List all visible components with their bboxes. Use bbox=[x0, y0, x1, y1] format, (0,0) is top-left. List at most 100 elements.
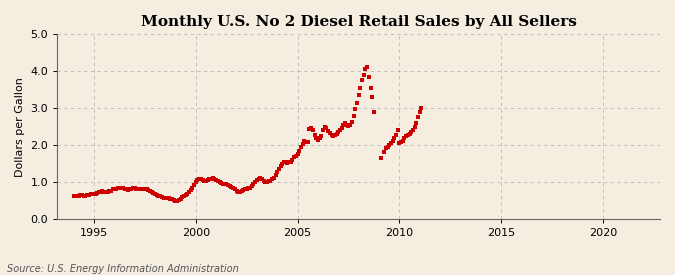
Point bbox=[299, 139, 310, 144]
Point bbox=[77, 193, 88, 197]
Point bbox=[331, 132, 342, 136]
Point bbox=[109, 186, 119, 191]
Point bbox=[104, 189, 115, 194]
Point bbox=[144, 188, 155, 193]
Point bbox=[78, 194, 89, 198]
Point bbox=[411, 121, 422, 125]
Point bbox=[302, 140, 313, 144]
Point bbox=[290, 154, 301, 158]
Point bbox=[170, 198, 181, 203]
Point bbox=[119, 186, 130, 191]
Point bbox=[233, 190, 244, 194]
Point bbox=[252, 178, 263, 182]
Point bbox=[241, 186, 252, 191]
Point bbox=[186, 188, 196, 192]
Point bbox=[99, 190, 109, 194]
Point bbox=[338, 123, 349, 127]
Point bbox=[128, 186, 138, 190]
Point bbox=[102, 190, 113, 194]
Point bbox=[133, 186, 144, 191]
Point bbox=[136, 186, 147, 191]
Point bbox=[292, 152, 303, 156]
Point bbox=[85, 192, 96, 196]
Point bbox=[304, 127, 315, 131]
Point bbox=[153, 194, 164, 198]
Point bbox=[356, 78, 367, 83]
Point bbox=[307, 127, 318, 132]
Point bbox=[178, 194, 189, 198]
Point bbox=[367, 95, 377, 99]
Point bbox=[238, 188, 248, 192]
Point bbox=[387, 139, 398, 144]
Point bbox=[155, 194, 165, 199]
Point bbox=[182, 192, 192, 196]
Point bbox=[385, 141, 396, 145]
Point bbox=[187, 185, 198, 190]
Point bbox=[97, 189, 108, 194]
Point bbox=[335, 128, 346, 133]
Point bbox=[105, 188, 116, 193]
Point bbox=[115, 185, 126, 190]
Point bbox=[404, 132, 415, 136]
Point bbox=[138, 186, 148, 191]
Point bbox=[88, 192, 99, 196]
Point bbox=[94, 190, 105, 195]
Point bbox=[163, 196, 174, 200]
Point bbox=[406, 130, 416, 134]
Point bbox=[355, 86, 366, 90]
Point bbox=[277, 161, 288, 166]
Point bbox=[329, 133, 340, 137]
Point bbox=[236, 189, 247, 193]
Point bbox=[316, 134, 327, 138]
Point bbox=[384, 143, 395, 147]
Point bbox=[240, 187, 250, 192]
Point bbox=[75, 193, 86, 197]
Point bbox=[146, 189, 157, 194]
Point bbox=[363, 75, 374, 79]
Point bbox=[189, 183, 200, 187]
Point bbox=[315, 136, 325, 141]
Point bbox=[259, 179, 269, 183]
Point bbox=[143, 188, 154, 192]
Point bbox=[161, 196, 172, 200]
Point bbox=[111, 186, 122, 191]
Point bbox=[121, 187, 132, 192]
Point bbox=[391, 133, 402, 137]
Point bbox=[328, 134, 339, 138]
Point bbox=[131, 186, 142, 191]
Point bbox=[72, 194, 82, 198]
Point bbox=[130, 186, 140, 191]
Point bbox=[175, 196, 186, 201]
Point bbox=[300, 140, 311, 144]
Point bbox=[414, 110, 425, 114]
Point bbox=[148, 191, 159, 195]
Point bbox=[202, 178, 213, 182]
Point bbox=[209, 177, 220, 181]
Point bbox=[246, 183, 257, 188]
Point bbox=[343, 124, 354, 128]
Point bbox=[267, 177, 277, 182]
Point bbox=[350, 107, 360, 111]
Point bbox=[124, 187, 135, 192]
Point bbox=[217, 181, 228, 186]
Point bbox=[177, 195, 188, 199]
Point bbox=[107, 187, 118, 192]
Point bbox=[173, 198, 184, 202]
Point bbox=[244, 185, 255, 190]
Point bbox=[192, 178, 203, 182]
Point bbox=[196, 177, 207, 182]
Point bbox=[255, 175, 266, 180]
Point bbox=[319, 125, 330, 129]
Point bbox=[80, 194, 91, 198]
Point bbox=[158, 195, 169, 200]
Point bbox=[381, 146, 392, 150]
Point bbox=[333, 130, 344, 134]
Point bbox=[369, 110, 379, 114]
Point bbox=[200, 178, 211, 183]
Point bbox=[321, 126, 332, 130]
Point bbox=[243, 186, 254, 191]
Point bbox=[262, 180, 273, 184]
Point bbox=[286, 160, 296, 164]
Point bbox=[92, 191, 103, 196]
Point bbox=[194, 177, 205, 181]
